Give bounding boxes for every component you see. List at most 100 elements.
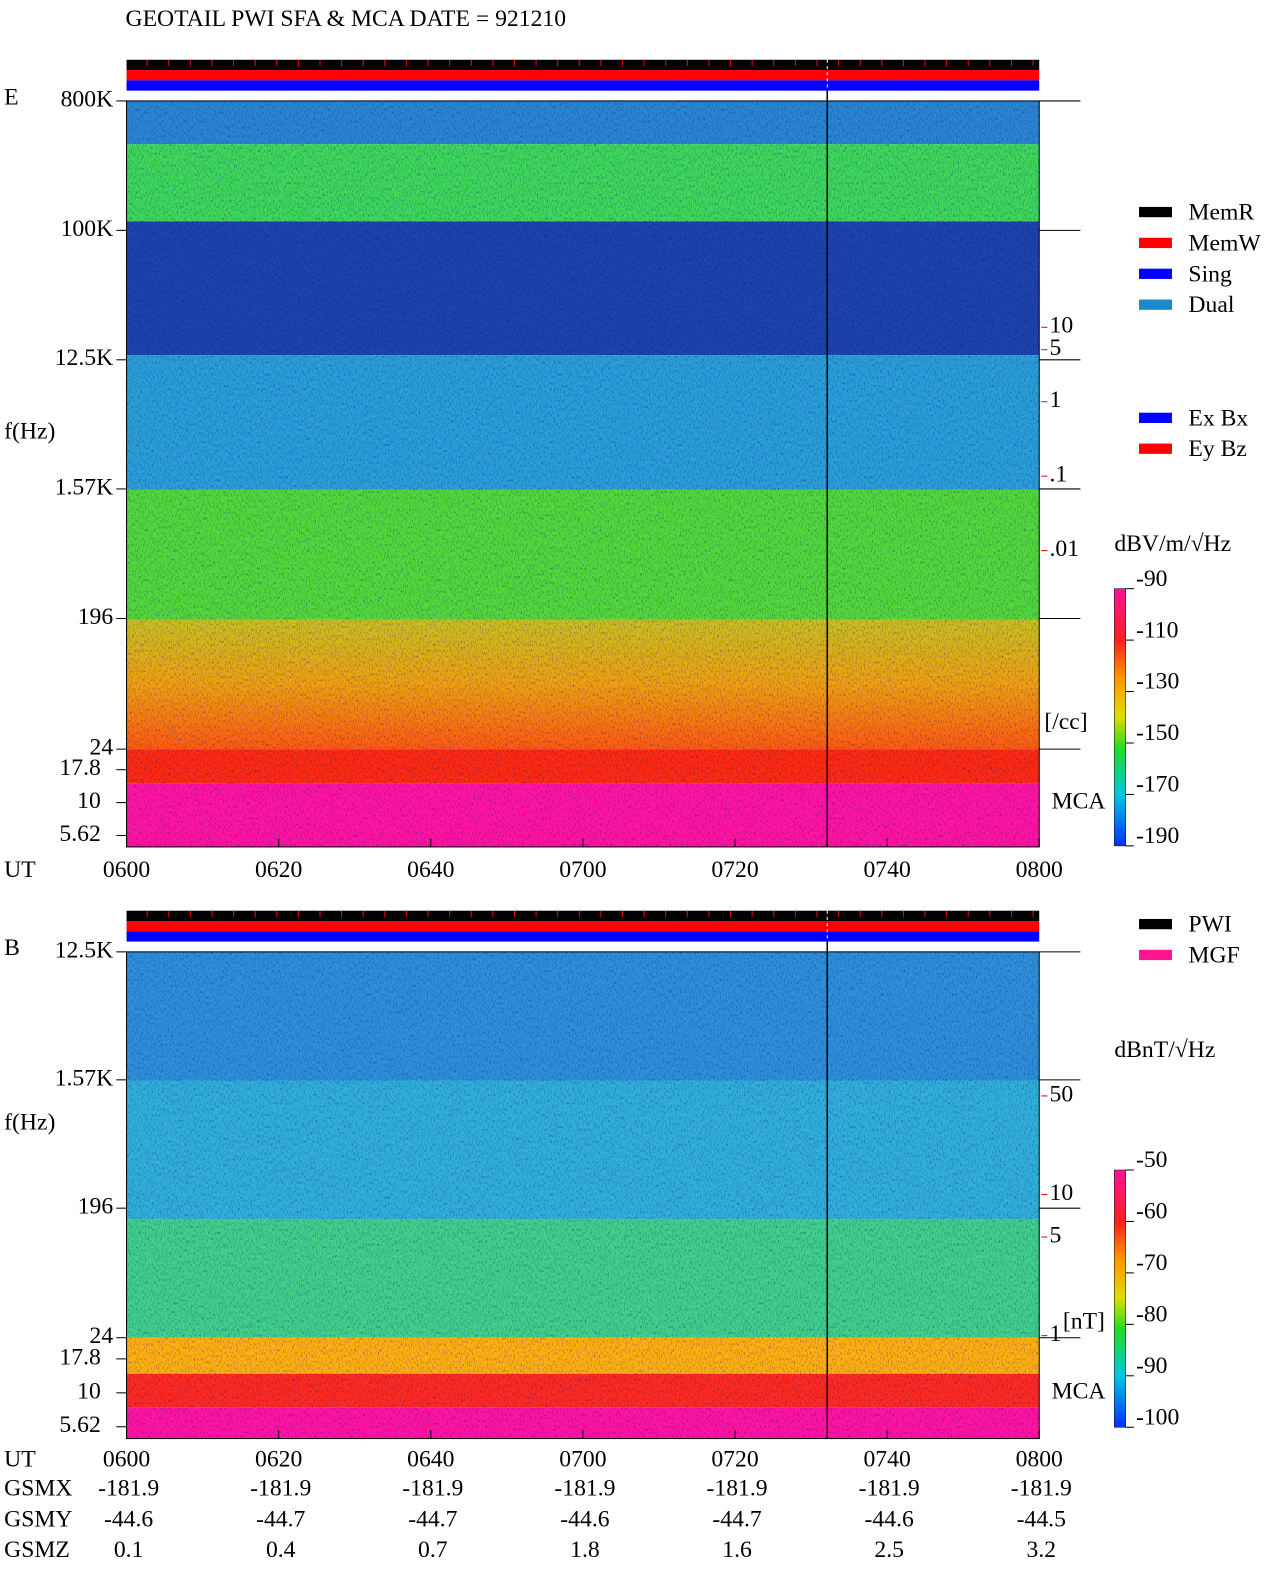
status-bar: [126, 921, 1040, 932]
x-tick-label: 0620: [255, 857, 302, 883]
right-scale-label: .01: [1050, 536, 1080, 562]
right-scale-label: 10: [1050, 1180, 1074, 1206]
x-tick-label: 0600: [103, 857, 150, 883]
panel-label: E: [4, 84, 18, 110]
status-bar: [126, 931, 1040, 942]
x-axis-label: UT: [4, 1447, 36, 1473]
x-tick-label: 0800: [1016, 857, 1063, 883]
orbit-value: 0.1: [114, 1537, 144, 1563]
status-bar: [126, 59, 1040, 71]
right-scale-unit: [/cc]: [1044, 709, 1087, 735]
orbit-value: -44.6: [865, 1506, 914, 1532]
orbit-value: 3.2: [1026, 1537, 1056, 1563]
panel-b-spectrogram: [126, 951, 1040, 1439]
y-tick-label: 196: [78, 1194, 114, 1220]
orbit-value: -181.9: [402, 1475, 463, 1501]
x-tick-label: 0700: [559, 857, 606, 883]
colorbar-tick-label: -150: [1136, 720, 1179, 746]
legend-label: MemW: [1188, 230, 1261, 256]
colorbar-tick-label: -100: [1136, 1404, 1179, 1430]
colorbar-tick-label: -70: [1136, 1250, 1168, 1276]
orbit-value: -181.9: [1011, 1475, 1072, 1501]
orbit-value: 0.7: [418, 1537, 448, 1563]
colorbar-tick-label: -190: [1136, 823, 1179, 849]
mca-tick-label: 17.8: [59, 1344, 100, 1370]
panel-label: B: [4, 935, 20, 961]
mca-tick-label: 5.62: [59, 821, 100, 847]
mca-label: MCA: [1052, 1379, 1106, 1405]
orbit-value: -44.5: [1017, 1506, 1066, 1532]
right-scale-label: 5: [1050, 335, 1062, 361]
mca-label: MCA: [1052, 789, 1106, 815]
orbit-row-label: GSMZ: [4, 1537, 70, 1563]
right-scale-label: 50: [1050, 1081, 1074, 1107]
x-tick-label: 0600: [103, 1447, 150, 1473]
x-tick-label: 0640: [407, 857, 454, 883]
y-tick-label: 12.5K: [55, 937, 113, 963]
orbit-value: -181.9: [98, 1475, 159, 1501]
colorbar-tick-label: -90: [1136, 566, 1168, 592]
orbit-value: -181.9: [250, 1475, 311, 1501]
legend-swatch: [1139, 237, 1172, 249]
y-tick-label: 800K: [61, 86, 114, 112]
y-tick-label: 100K: [61, 216, 114, 242]
legend-label: PWI: [1188, 912, 1231, 938]
colorbar-tick-label: -80: [1136, 1302, 1168, 1328]
legend-label: Ey Bz: [1188, 436, 1246, 462]
colorbar-tick-label: -170: [1136, 772, 1179, 798]
status-bar: [126, 910, 1040, 922]
right-scale-label: 10: [1050, 313, 1074, 339]
legend-swatch: [1139, 918, 1172, 930]
x-tick-label: 0720: [711, 857, 758, 883]
orbit-value: -181.9: [707, 1475, 768, 1501]
legend-label: Dual: [1188, 292, 1234, 318]
colorbar: [1114, 1169, 1126, 1428]
legend-swatch: [1139, 299, 1172, 310]
colorbar-tick-label: -110: [1136, 617, 1178, 643]
x-axis-label: UT: [4, 857, 36, 883]
orbit-row-label: GSMX: [4, 1475, 72, 1501]
orbit-value: 0.4: [266, 1537, 296, 1563]
mca-tick-label: 10: [77, 1378, 101, 1404]
y-axis-label: f(Hz): [4, 1110, 55, 1136]
mca-tick-label: 17.8: [59, 755, 100, 781]
y-axis-label: f(Hz): [4, 419, 55, 445]
x-tick-label: 0740: [863, 857, 910, 883]
mca-tick-label: 10: [77, 788, 101, 814]
y-tick-label: 196: [78, 604, 114, 630]
orbit-value: -44.7: [408, 1506, 457, 1532]
figure-title: GEOTAIL PWI SFA & MCA DATE = 921210: [126, 6, 567, 32]
legend-swatch: [1139, 443, 1172, 454]
colorbar-tick-label: -90: [1136, 1353, 1168, 1379]
y-tick-label: 24: [90, 735, 114, 761]
orbit-row-label: GSMY: [4, 1506, 72, 1532]
right-scale-label: 5: [1050, 1222, 1062, 1248]
legend-swatch: [1139, 949, 1172, 961]
colorbar-tick-label: -50: [1136, 1147, 1168, 1173]
panel-e-spectrogram: [126, 100, 1040, 847]
status-bar: [126, 80, 1040, 91]
colorbar-tick-label: -60: [1136, 1199, 1168, 1225]
x-tick-label: 0620: [255, 1447, 302, 1473]
mca-tick-label: 5.62: [59, 1412, 100, 1438]
y-tick-label: 1.57K: [55, 1065, 113, 1091]
colorbar-tick-label: -130: [1136, 669, 1179, 695]
y-tick-label: 24: [90, 1323, 114, 1349]
orbit-value: 1.6: [722, 1537, 752, 1563]
legend-swatch: [1139, 412, 1172, 423]
y-tick-label: 12.5K: [55, 345, 113, 371]
right-scale-label: 1: [1050, 1321, 1062, 1347]
x-tick-label: 0740: [863, 1447, 910, 1473]
right-scale-label: .1: [1050, 462, 1068, 488]
legend-label: Ex Bx: [1188, 405, 1248, 431]
orbit-value: -44.7: [712, 1506, 761, 1532]
orbit-value: 2.5: [874, 1537, 904, 1563]
x-tick-label: 0640: [407, 1447, 454, 1473]
legend-label: Sing: [1188, 261, 1232, 287]
colorbar-label: dBV/m/√Hz: [1114, 531, 1231, 557]
orbit-value: -181.9: [554, 1475, 615, 1501]
x-tick-label: 0720: [711, 1447, 758, 1473]
x-tick-label: 0800: [1016, 1447, 1063, 1473]
orbit-value: -44.6: [104, 1506, 153, 1532]
